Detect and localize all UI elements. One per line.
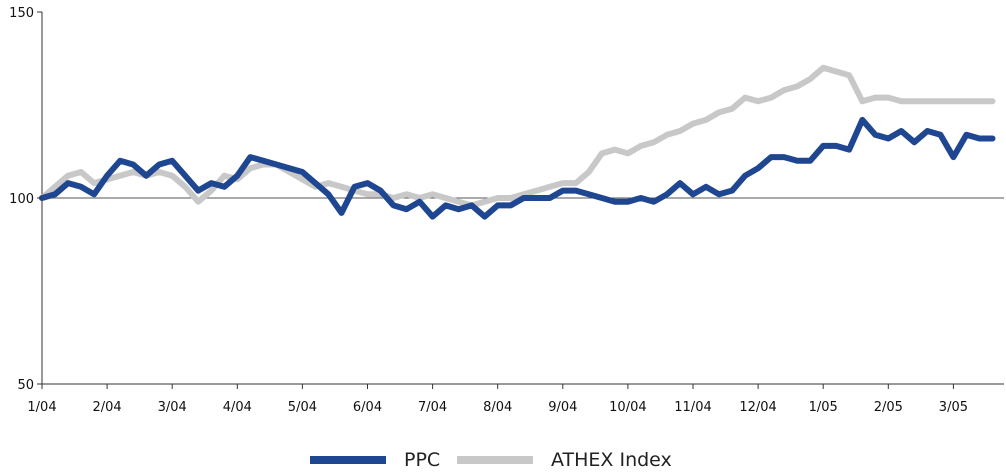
x-tick-label: 10/04 [609,400,646,415]
line-chart: 50 100 150 1/04 2/04 3/04 4/04 5/04 6/04 7/04 8/0… [9,6,1004,415]
legend: PPC ATHEX Index [0,446,1006,474]
x-axis-ticks: 1/04 2/04 3/04 4/04 5/04 6/04 7/04 8/04 9/04 10/0… [27,384,968,415]
x-tick-label: 3/05 [939,400,968,415]
legend-item-ppc: PPC [310,446,440,474]
legend-label-athex: ATHEX Index [551,449,672,471]
x-tick-label: 8/04 [483,400,512,415]
series-layer [39,64,996,220]
x-tick-label: 3/04 [158,400,187,415]
x-tick-label: 5/04 [288,400,317,415]
x-tick-label: 1/05 [809,400,838,415]
y-tick-label: 50 [17,378,34,393]
x-tick-label: 12/04 [739,400,776,415]
legend-item-athex: ATHEX Index [457,446,672,474]
series-line-ppc [39,116,996,220]
x-tick-label: 7/04 [418,400,447,415]
x-tick-label: 6/04 [353,400,382,415]
y-tick-label: 100 [9,192,34,207]
x-tick-label: 2/05 [874,400,903,415]
x-tick-label: 1/04 [27,400,56,415]
x-tick-label: 11/04 [674,400,711,415]
legend-label-ppc: PPC [404,449,441,471]
y-tick-label: 150 [9,6,34,21]
legend-swatch-athex [457,456,533,464]
x-tick-label: 4/04 [223,400,252,415]
legend-swatch-ppc [310,456,386,464]
x-tick-label: 2/04 [92,400,121,415]
series-line-athex-index [39,64,996,209]
y-axis-ticks: 50 100 150 [9,6,42,393]
x-tick-label: 9/04 [548,400,577,415]
